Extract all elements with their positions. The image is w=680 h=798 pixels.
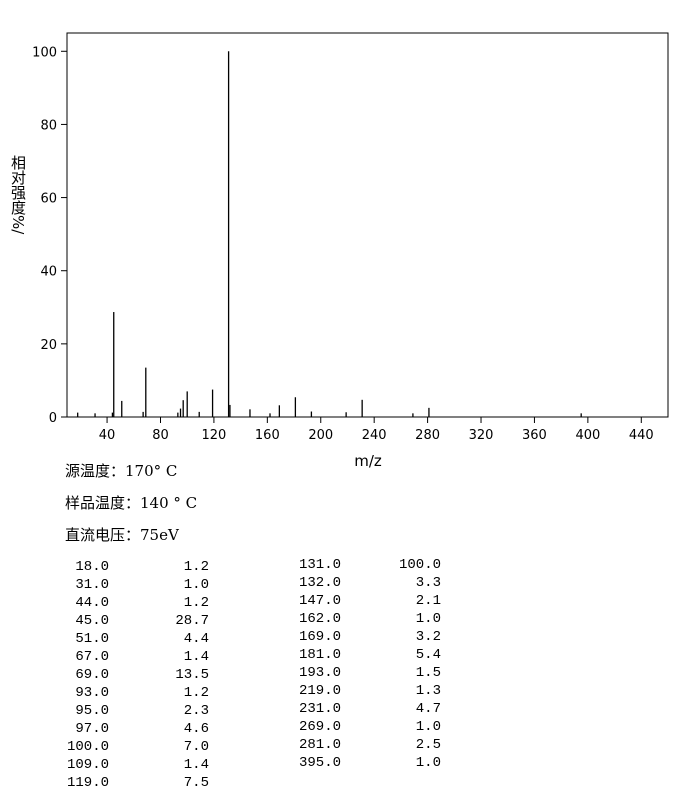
- table-mz: 231.0: [299, 701, 341, 717]
- x-tick-label: 400: [575, 428, 600, 443]
- note: 直流电压：75eV: [65, 526, 180, 544]
- table-mz: 109.0: [67, 757, 109, 773]
- y-tick-label: 80: [40, 118, 57, 133]
- x-tick-label: 360: [522, 428, 547, 443]
- table-mz: 45.0: [75, 613, 109, 629]
- x-tick-label: 40: [99, 428, 116, 443]
- table-intensity: 1.0: [416, 611, 441, 627]
- table-intensity: 13.5: [175, 667, 209, 683]
- table-mz: 119.0: [67, 775, 109, 791]
- table-intensity: 1.2: [184, 685, 209, 701]
- table-mz: 132.0: [299, 575, 341, 591]
- table-mz: 97.0: [75, 721, 109, 737]
- table-intensity: 7.0: [184, 739, 209, 755]
- x-axis-label: m/z: [354, 452, 382, 470]
- table-mz: 100.0: [67, 739, 109, 755]
- y-axis-label: 相对强度%/: [9, 155, 27, 235]
- x-tick-label: 80: [152, 428, 169, 443]
- y-tick-label: 100: [32, 45, 57, 60]
- y-tick-label: 0: [49, 411, 57, 426]
- table-intensity: 2.1: [416, 593, 441, 609]
- table-mz: 18.0: [75, 559, 109, 575]
- table-intensity: 2.5: [416, 737, 441, 753]
- table-intensity: 1.0: [184, 577, 209, 593]
- y-tick-label: 40: [40, 265, 57, 280]
- table-intensity: 28.7: [175, 613, 209, 629]
- table-intensity: 1.5: [416, 665, 441, 681]
- table-mz: 69.0: [75, 667, 109, 683]
- x-tick-label: 160: [255, 428, 280, 443]
- table-mz: 281.0: [299, 737, 341, 753]
- x-tick-label: 440: [629, 428, 654, 443]
- table-mz: 395.0: [299, 755, 341, 771]
- x-tick-label: 240: [362, 428, 387, 443]
- table-intensity: 1.2: [184, 559, 209, 575]
- table-mz: 44.0: [75, 595, 109, 611]
- table-mz: 131.0: [299, 557, 341, 573]
- table-intensity: 1.2: [184, 595, 209, 611]
- table-intensity: 5.4: [416, 647, 441, 663]
- y-tick-label: 20: [40, 338, 57, 353]
- x-tick-label: 200: [308, 428, 333, 443]
- table-intensity: 1.4: [184, 649, 209, 665]
- table-intensity: 2.3: [184, 703, 209, 719]
- table-intensity: 1.4: [184, 757, 209, 773]
- table-mz: 31.0: [75, 577, 109, 593]
- table-intensity: 1.0: [416, 755, 441, 771]
- table-intensity: 4.4: [184, 631, 209, 647]
- y-tick-label: 60: [40, 192, 57, 207]
- table-mz: 169.0: [299, 629, 341, 645]
- x-tick-label: 120: [201, 428, 226, 443]
- table-intensity: 1.3: [416, 683, 441, 699]
- plot-frame: [66, 32, 669, 418]
- table-intensity: 4.6: [184, 721, 209, 737]
- note: 样品温度：140 ° C: [65, 494, 197, 512]
- table-intensity: 3.3: [416, 575, 441, 591]
- table-mz: 51.0: [75, 631, 109, 647]
- table-intensity: 7.5: [184, 775, 209, 791]
- table-intensity: 100.0: [399, 557, 441, 573]
- table-mz: 162.0: [299, 611, 341, 627]
- table-mz: 67.0: [75, 649, 109, 665]
- table-mz: 93.0: [75, 685, 109, 701]
- table-mz: 147.0: [299, 593, 341, 609]
- x-tick-label: 280: [415, 428, 440, 443]
- table-mz: 95.0: [75, 703, 109, 719]
- table-intensity: 3.2: [416, 629, 441, 645]
- table-mz: 269.0: [299, 719, 341, 735]
- table-intensity: 1.0: [416, 719, 441, 735]
- table-mz: 193.0: [299, 665, 341, 681]
- table-mz: 181.0: [299, 647, 341, 663]
- table-intensity: 4.7: [416, 701, 441, 717]
- note: 源温度：170° C: [65, 462, 177, 480]
- x-tick-label: 320: [469, 428, 494, 443]
- table-mz: 219.0: [299, 683, 341, 699]
